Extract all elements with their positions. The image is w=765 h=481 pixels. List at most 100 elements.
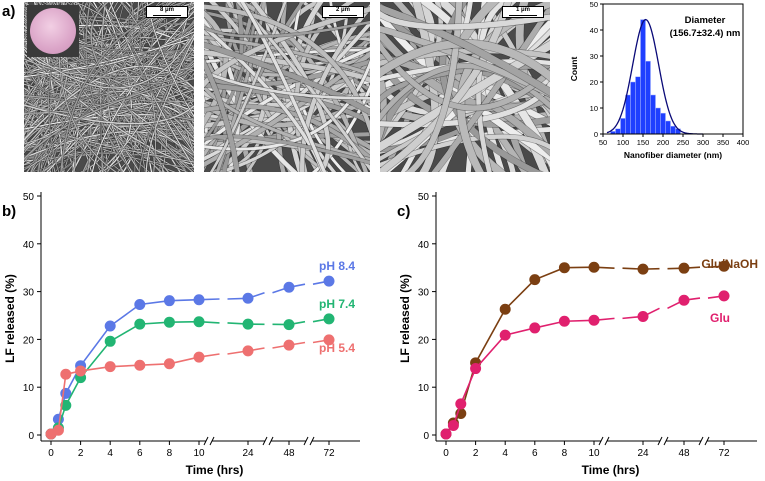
series-point xyxy=(529,322,541,334)
plot-frame xyxy=(602,3,744,135)
fiber xyxy=(204,20,370,161)
x-tick-label: 50 xyxy=(599,138,607,147)
y-tick-label: 20 xyxy=(23,335,35,346)
series-point xyxy=(588,261,600,273)
x-tick-label: 8 xyxy=(562,448,568,459)
histogram-bar xyxy=(620,118,626,135)
axis-break-mark xyxy=(663,436,669,446)
fiber xyxy=(24,117,194,163)
x-axis-label: Nanofiber diameter (nm) xyxy=(624,150,722,160)
histogram-bar xyxy=(655,107,661,135)
histogram-bar xyxy=(665,120,671,135)
series-point xyxy=(678,294,690,306)
scale-bar-label: 1 μm xyxy=(515,7,530,13)
fiber xyxy=(380,4,550,96)
fiber xyxy=(311,84,370,172)
fiber xyxy=(204,104,370,161)
series-point xyxy=(678,262,690,274)
series-point xyxy=(104,335,116,347)
membrane-photo-inset xyxy=(27,5,79,57)
x-tick-label: 10 xyxy=(193,448,205,459)
axis-break-mark xyxy=(704,436,710,446)
sem-image-low-mag: 8 μm xyxy=(24,2,194,172)
series-point xyxy=(323,313,335,325)
histogram-bar xyxy=(660,112,666,135)
axis-break-gap xyxy=(601,437,607,445)
fiber xyxy=(204,58,240,172)
series-point xyxy=(193,351,205,363)
axis-break-mark xyxy=(598,436,604,446)
series-point xyxy=(242,292,254,304)
fiber xyxy=(204,134,370,165)
scale-bar: 1 μm xyxy=(502,6,544,18)
series-label: Glu/NaOH xyxy=(701,257,758,271)
histogram-bar xyxy=(625,94,631,135)
scale-bar: 8 μm xyxy=(146,6,188,18)
x-tick-label: 48 xyxy=(283,448,295,459)
x-tick-label: 2 xyxy=(473,448,479,459)
series-point xyxy=(499,329,511,341)
fiber-texture xyxy=(380,2,550,172)
histogram-bar xyxy=(635,76,641,135)
histogram-bar xyxy=(630,81,636,135)
axis-break-gap xyxy=(265,437,271,445)
y-axis-label: LF released (%) xyxy=(3,274,17,363)
series-point xyxy=(323,275,335,287)
series-point xyxy=(242,345,254,357)
axis-break-mark xyxy=(209,436,215,446)
x-tick-label: 200 xyxy=(657,138,670,147)
y-tick-label: 40 xyxy=(418,240,430,251)
series-line xyxy=(50,318,330,435)
x-tick-label: 72 xyxy=(718,448,730,459)
gaussian-fit-line xyxy=(606,18,703,135)
y-tick-label: 40 xyxy=(590,26,598,35)
sem-image-mid-mag: 2 μm xyxy=(204,2,370,172)
panel-label-a: a) xyxy=(2,3,16,20)
axis-break-gap xyxy=(660,437,666,445)
x-tick-label: 6 xyxy=(137,448,143,459)
series-point xyxy=(447,419,459,431)
fiber xyxy=(233,2,369,172)
y-tick-label: 20 xyxy=(418,335,430,346)
x-tick-label: 10 xyxy=(588,448,600,459)
scale-bar: 2 μm xyxy=(322,6,364,18)
diameter-histogram: 50 100 150 200 250 300 350 400 0 10 20 30 40 50 Nanofi… xyxy=(569,0,749,160)
series-line xyxy=(50,339,330,435)
y-tick-label: 0 xyxy=(423,431,429,442)
sem-image-high-mag: 1 μm xyxy=(380,2,550,172)
fiber xyxy=(24,2,26,64)
fiber xyxy=(24,33,194,89)
series-point xyxy=(193,316,205,328)
fiber xyxy=(204,10,229,127)
series-point xyxy=(718,290,730,302)
series-point xyxy=(283,281,295,293)
x-tick-label: 250 xyxy=(677,138,690,147)
fiber xyxy=(138,32,194,172)
axis-break-mark xyxy=(303,436,309,446)
series-point xyxy=(637,263,649,275)
series-label: pH 7.4 xyxy=(319,297,355,311)
series-line xyxy=(445,295,725,435)
x-tick-label: 4 xyxy=(107,448,113,459)
scale-bar-label: 2 μm xyxy=(335,7,350,13)
x-tick-label: 350 xyxy=(717,138,730,147)
fiber xyxy=(128,2,194,156)
x-tick-label: 72 xyxy=(323,448,335,459)
axis-break-gap xyxy=(701,437,707,445)
x-tick-label: 0 xyxy=(443,448,449,459)
y-tick-label: 10 xyxy=(590,104,598,113)
fiber-texture xyxy=(24,2,194,172)
series-point xyxy=(718,260,730,272)
series-point xyxy=(470,363,482,375)
fiber xyxy=(204,82,370,127)
fiber xyxy=(240,2,327,172)
series-point xyxy=(283,319,295,331)
y-axis-label: LF released (%) xyxy=(398,274,412,363)
series-point xyxy=(163,316,175,328)
fiber xyxy=(24,67,194,103)
fiber xyxy=(204,84,370,162)
histogram-title-line-2: (156.7±32.4) nm xyxy=(670,28,741,39)
series-point xyxy=(163,295,175,307)
